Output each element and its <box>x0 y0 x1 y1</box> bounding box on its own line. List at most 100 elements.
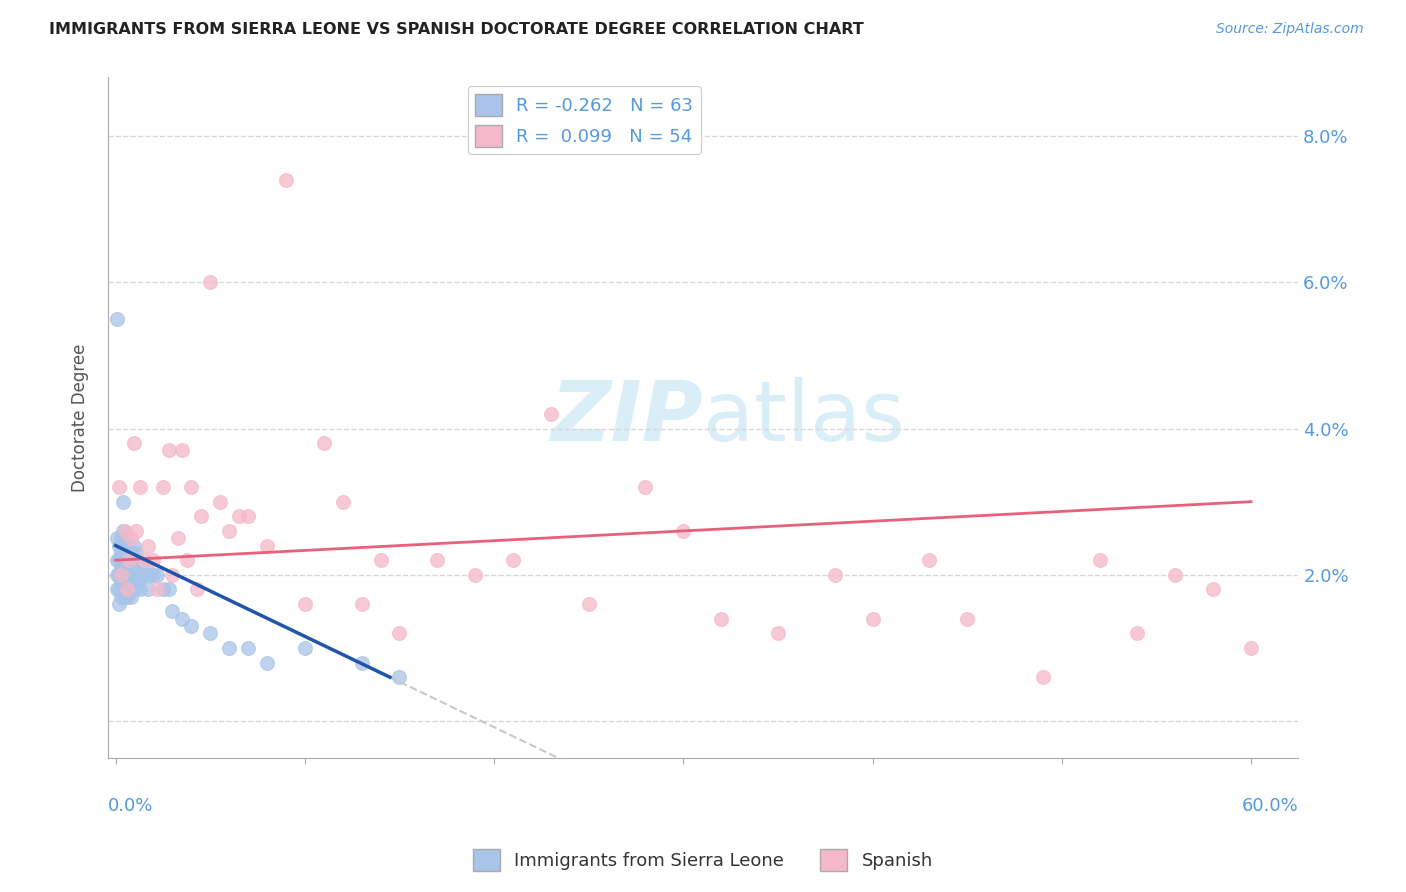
Point <box>124 539 146 553</box>
Text: ZIP: ZIP <box>551 377 703 458</box>
Point <box>332 494 354 508</box>
Point <box>108 567 131 582</box>
Point <box>124 582 146 597</box>
Point <box>110 567 132 582</box>
Point <box>1126 626 1149 640</box>
Point <box>388 670 411 684</box>
Point <box>125 546 148 560</box>
Point <box>127 553 149 567</box>
Point <box>120 531 142 545</box>
Point <box>112 524 135 538</box>
Point <box>110 560 132 574</box>
Point <box>862 612 884 626</box>
Point <box>125 524 148 538</box>
Point <box>426 553 449 567</box>
Point <box>127 575 149 590</box>
Point <box>115 539 138 553</box>
Point <box>124 436 146 450</box>
Point <box>114 553 136 567</box>
Point <box>112 494 135 508</box>
Point <box>118 553 141 567</box>
Point <box>110 531 132 545</box>
Legend: R = -0.262   N = 63, R =  0.099   N = 54: R = -0.262 N = 63, R = 0.099 N = 54 <box>468 87 700 154</box>
Point <box>129 560 152 574</box>
Point <box>157 443 180 458</box>
Point <box>131 567 153 582</box>
Point <box>112 553 135 567</box>
Point <box>672 524 695 538</box>
Point <box>464 567 486 582</box>
Point <box>108 480 131 494</box>
Point <box>1202 582 1225 597</box>
Point <box>118 582 141 597</box>
Point <box>388 626 411 640</box>
Point <box>112 582 135 597</box>
Point <box>135 560 157 574</box>
Point <box>228 509 250 524</box>
Point <box>110 590 132 604</box>
Point <box>120 567 142 582</box>
Point <box>114 567 136 582</box>
Point <box>108 553 131 567</box>
Point <box>170 443 193 458</box>
Point <box>710 612 733 626</box>
Point <box>1032 670 1054 684</box>
Point <box>121 553 143 567</box>
Point <box>294 597 316 611</box>
Point <box>115 590 138 604</box>
Point <box>236 509 259 524</box>
Point <box>108 582 131 597</box>
Text: atlas: atlas <box>703 377 905 458</box>
Point <box>114 590 136 604</box>
Point <box>256 656 278 670</box>
Point <box>129 582 152 597</box>
Point <box>190 509 212 524</box>
Point <box>350 656 373 670</box>
Point <box>157 582 180 597</box>
Point <box>180 480 202 494</box>
Point <box>138 567 160 582</box>
Point <box>120 546 142 560</box>
Point <box>115 567 138 582</box>
Point <box>114 524 136 538</box>
Point <box>115 582 138 597</box>
Point <box>956 612 979 626</box>
Point <box>180 619 202 633</box>
Point <box>170 612 193 626</box>
Point <box>350 597 373 611</box>
Point <box>186 582 208 597</box>
Point <box>107 531 129 545</box>
Point <box>114 531 136 545</box>
Point <box>125 575 148 590</box>
Point <box>824 567 846 582</box>
Point <box>152 480 174 494</box>
Point <box>162 567 184 582</box>
Point <box>1088 553 1111 567</box>
Point <box>218 524 240 538</box>
Text: 0.0%: 0.0% <box>108 797 153 814</box>
Y-axis label: Doctorate Degree: Doctorate Degree <box>72 343 89 491</box>
Point <box>121 575 143 590</box>
Text: IMMIGRANTS FROM SIERRA LEONE VS SPANISH DOCTORATE DEGREE CORRELATION CHART: IMMIGRANTS FROM SIERRA LEONE VS SPANISH … <box>49 22 863 37</box>
Point <box>108 597 131 611</box>
Point <box>142 567 165 582</box>
Point <box>236 640 259 655</box>
Point <box>256 539 278 553</box>
Point <box>198 275 221 289</box>
Point <box>198 626 221 640</box>
Point <box>918 553 941 567</box>
Point <box>146 582 169 597</box>
Point <box>208 494 231 508</box>
Point <box>107 311 129 326</box>
Point <box>110 575 132 590</box>
Point <box>110 546 132 560</box>
Text: 60.0%: 60.0% <box>1241 797 1298 814</box>
Point <box>634 480 657 494</box>
Point <box>107 567 129 582</box>
Point <box>108 539 131 553</box>
Point <box>107 582 129 597</box>
Point <box>142 553 165 567</box>
Point <box>766 626 789 640</box>
Point <box>274 173 297 187</box>
Point <box>176 553 198 567</box>
